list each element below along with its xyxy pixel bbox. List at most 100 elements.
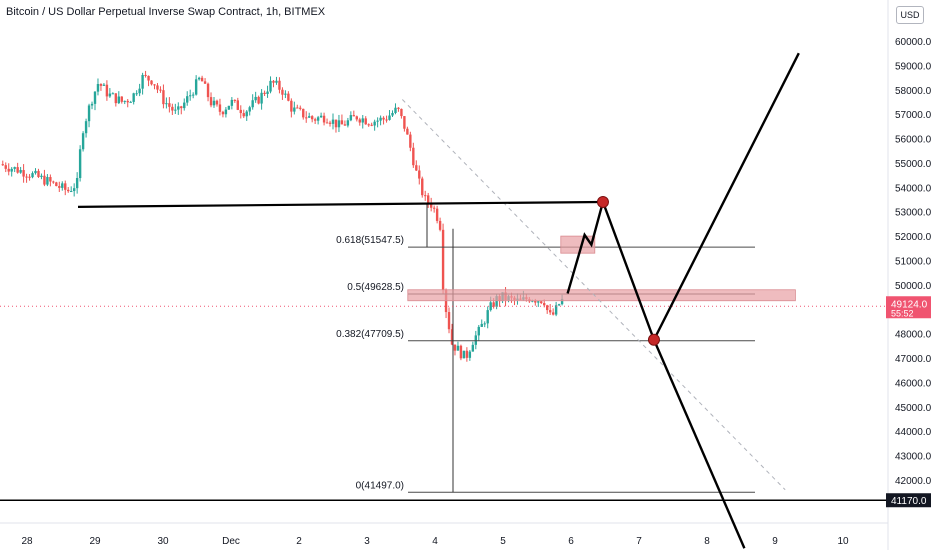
candle-body	[534, 300, 537, 303]
y-tick-label: 55000.0	[895, 159, 932, 170]
candle-body	[379, 117, 382, 121]
candle-body	[284, 93, 287, 95]
y-tick-label: 58000.0	[895, 86, 932, 97]
y-tick-label: 60000.0	[895, 37, 932, 48]
candle-body	[233, 99, 237, 101]
candle-body	[409, 134, 412, 148]
candle-body	[388, 115, 391, 120]
x-tick-label: 4	[432, 536, 438, 547]
candle-body	[325, 122, 329, 124]
x-tick-label: 5	[500, 536, 506, 547]
x-tick-label: 30	[157, 536, 169, 547]
y-tick-label: 54000.0	[895, 183, 932, 194]
projection-down-path	[652, 339, 746, 549]
candle-body	[263, 92, 266, 94]
candle-body	[302, 108, 305, 118]
candle-body	[191, 94, 195, 96]
candle-body	[70, 191, 73, 193]
candle-body	[319, 115, 323, 118]
candle-body	[358, 119, 361, 123]
candle-body	[385, 119, 388, 121]
candle-body	[465, 350, 469, 358]
y-tick-label: 43000.0	[895, 452, 932, 463]
candle-body	[441, 229, 445, 291]
candle-body	[52, 181, 55, 183]
x-tick-label: 29	[89, 536, 101, 547]
candle-body	[153, 84, 156, 86]
candle-body	[159, 89, 162, 91]
candle-body	[135, 93, 138, 95]
currency-button[interactable]: USD	[896, 6, 924, 24]
candle-body	[49, 177, 52, 182]
x-tick-label: 10	[837, 536, 849, 547]
candle-body	[462, 350, 466, 359]
candle-body	[236, 100, 239, 110]
candle-body	[165, 103, 168, 105]
x-tick-label: 6	[568, 536, 574, 547]
candle-body	[489, 302, 492, 311]
y-tick-label: 48000.0	[895, 330, 932, 341]
candle-body	[129, 101, 132, 103]
candle-body	[37, 170, 40, 177]
candle-body	[480, 323, 483, 327]
y-tick-label: 53000.0	[895, 208, 932, 219]
candle-body	[46, 177, 49, 185]
candle-body	[352, 115, 356, 117]
candle-body	[340, 120, 344, 125]
candle-body	[25, 176, 28, 178]
candle-body	[435, 208, 439, 221]
candle-body	[102, 84, 106, 86]
candle-body	[7, 168, 10, 172]
candle-body	[200, 77, 204, 82]
candle-body	[227, 105, 231, 110]
candle-body	[28, 176, 31, 178]
y-tick-label: 44000.0	[895, 427, 932, 438]
candle-body	[78, 149, 82, 179]
candle-body	[174, 109, 177, 111]
candle-body	[72, 188, 76, 192]
candle-body	[313, 119, 317, 121]
candle-body	[296, 107, 299, 109]
y-tick-label: 57000.0	[895, 110, 932, 121]
candle-body	[242, 113, 245, 117]
candle-body	[447, 312, 451, 330]
candle-body	[429, 202, 433, 208]
x-tick-label: 9	[772, 536, 778, 547]
pivot-marker	[596, 195, 609, 208]
candle-body	[546, 305, 549, 311]
small-zone	[560, 235, 596, 254]
candle-body	[117, 96, 120, 104]
candle-body	[424, 195, 427, 197]
wide-zone	[407, 289, 796, 302]
candle-body	[287, 93, 290, 101]
candle-body	[81, 133, 85, 150]
candle-body	[13, 167, 16, 169]
candle-body	[548, 310, 552, 313]
y-tick-label: 50000.0	[895, 281, 932, 292]
candle-body	[1, 164, 4, 166]
candle-body	[194, 79, 198, 95]
candle-body	[58, 186, 61, 188]
candle-body	[64, 183, 67, 190]
candle-body	[557, 304, 561, 306]
candle-body	[75, 178, 79, 189]
fib-level-label: 0.382(47709.5)	[336, 329, 404, 340]
candle-body	[471, 344, 475, 352]
candle-body	[221, 111, 225, 115]
pivot-marker	[647, 333, 660, 346]
candle-body	[84, 121, 88, 134]
chart-title: Bitcoin / US Dollar Perpetual Inverse Sw…	[6, 6, 326, 18]
candle-body	[31, 173, 34, 178]
candle-body	[180, 106, 183, 109]
candle-body	[308, 116, 311, 118]
y-tick-label: 52000.0	[895, 232, 932, 243]
candle-body	[123, 100, 126, 102]
candle-body	[343, 124, 347, 126]
candle-body	[197, 77, 201, 80]
candle-body	[245, 111, 248, 117]
candle-body	[61, 183, 64, 188]
candle-body	[361, 118, 364, 123]
candle-body	[209, 97, 213, 106]
candle-body	[337, 120, 341, 128]
